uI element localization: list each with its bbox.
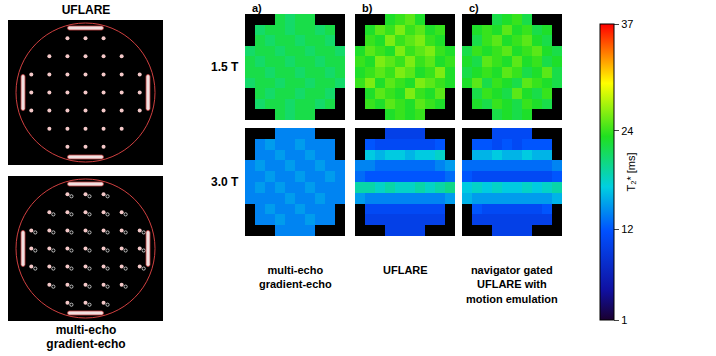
svg-text:1: 1 xyxy=(621,314,627,326)
svg-text:UFLARE: UFLARE xyxy=(383,264,428,276)
svg-text:24: 24 xyxy=(621,125,633,137)
svg-text:c): c) xyxy=(469,2,479,14)
svg-text:T₂* [ms]: T₂* [ms] xyxy=(625,152,637,191)
svg-text:b): b) xyxy=(362,2,373,14)
svg-text:navigator gatedUFLARE withmoti: navigator gatedUFLARE withmotion emulati… xyxy=(466,264,558,305)
svg-text:3.0 T: 3.0 T xyxy=(211,175,239,189)
svg-text:a): a) xyxy=(252,2,262,14)
svg-text:12: 12 xyxy=(621,223,633,235)
svg-text:UFLARE: UFLARE xyxy=(62,3,111,17)
svg-text:multi-echogradient-echo: multi-echogradient-echo xyxy=(259,264,332,290)
svg-text:gradient-echo: gradient-echo xyxy=(46,337,125,351)
svg-text:37: 37 xyxy=(621,18,633,30)
svg-text:1.5 T: 1.5 T xyxy=(211,60,239,74)
svg-text:multi-echo: multi-echo xyxy=(56,323,117,337)
